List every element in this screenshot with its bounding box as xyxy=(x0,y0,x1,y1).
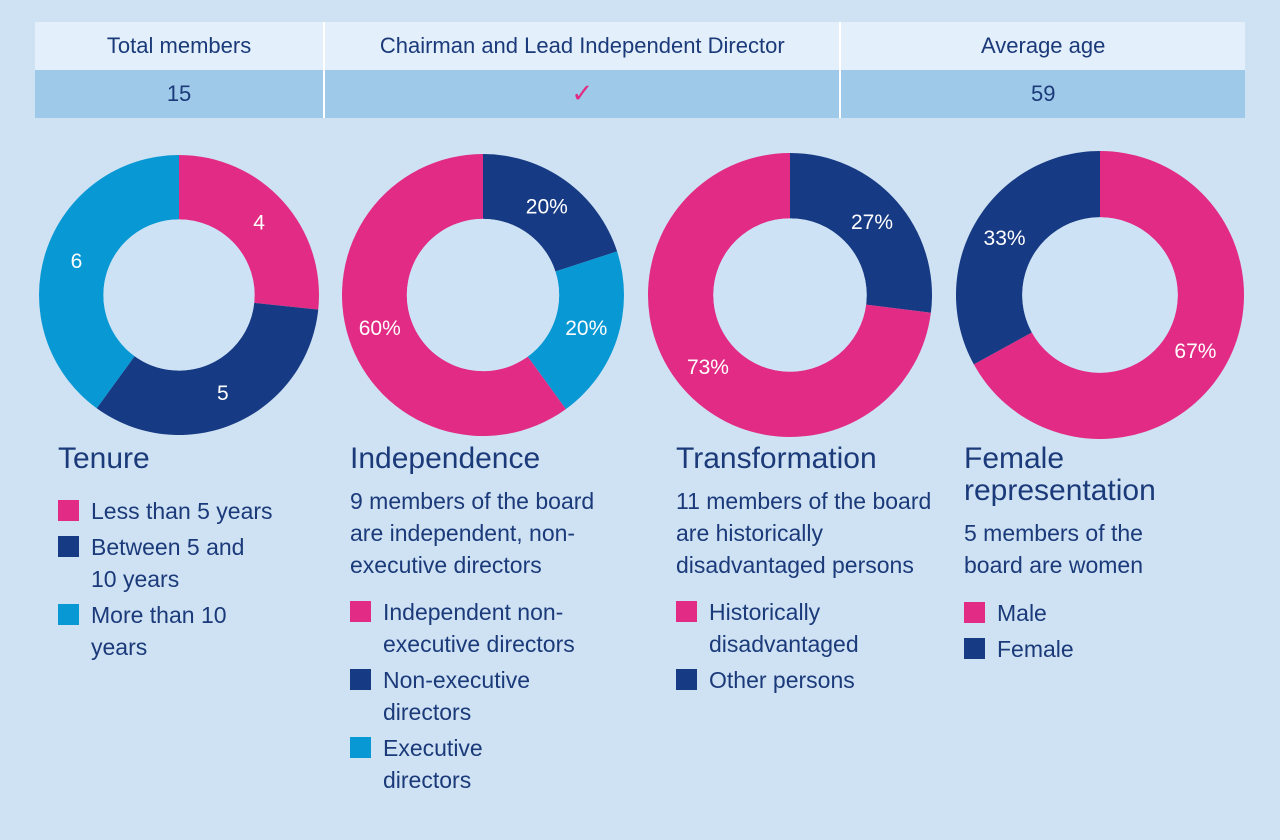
legend-label: Executive directors xyxy=(383,735,483,793)
legend-swatch-pink xyxy=(964,602,985,623)
tenure-title: Tenure xyxy=(58,442,150,475)
total-members-header: Total members xyxy=(35,22,325,70)
independence-panel: Independence 9 members of the board are … xyxy=(350,443,630,800)
summary-header-row: Total members Chairman and Lead Independ… xyxy=(35,22,1245,70)
independence-description: 9 members of the board are independent, … xyxy=(350,488,595,578)
legend-label: Between 5 and 10 years xyxy=(91,534,245,592)
legend-swatch-pink xyxy=(58,500,79,521)
legend-item-between-5-and-10-years: Between 5 and 10 years xyxy=(58,531,271,595)
legend-item-less-than-5-years: Less than 5 years xyxy=(58,495,318,527)
slice-value-label: 27% xyxy=(851,211,893,234)
slice-value-label: 20% xyxy=(526,196,568,219)
transformation-donut-chart: 27% 73% xyxy=(648,153,932,438)
transformation-description: 11 members of the board are historically… xyxy=(676,488,932,578)
legend-swatch-pink xyxy=(676,601,697,622)
check-icon: ✓ xyxy=(571,79,594,109)
legend-item-independent-non-executive: Independent non-executive directors xyxy=(350,596,583,660)
female-representation-description: 5 members of the board are women xyxy=(964,520,1143,578)
donut-hole xyxy=(406,218,560,372)
legend-item-historically-disadvantaged: Historically disadvantaged xyxy=(676,596,909,660)
average-age-header: Average age xyxy=(839,22,1245,70)
donut-hole xyxy=(1022,217,1178,373)
legend-swatch-navy xyxy=(350,669,371,690)
transformation-title: Transformation xyxy=(676,442,877,475)
female-representation-title: Female representation xyxy=(964,442,1156,507)
slice-value-label: 60% xyxy=(359,317,401,340)
chairman-header: Chairman and Lead Independent Director xyxy=(323,22,841,70)
legend-label: Female xyxy=(997,636,1074,662)
independence-title: Independence xyxy=(350,442,541,475)
female-representation-donut-chart: 67% 33% xyxy=(956,151,1244,440)
independence-legend: Independent non-executive directors Non-… xyxy=(350,596,630,796)
slice-value-label: 67% xyxy=(1174,340,1216,363)
donut-slice xyxy=(341,154,566,436)
donut-slice xyxy=(527,251,624,410)
total-members-value: 15 xyxy=(35,70,325,118)
legend-label: Independent non-executive directors xyxy=(383,599,575,657)
donut-slice xyxy=(790,153,932,313)
summary-value-row: 15 ✓ 59 xyxy=(35,70,1245,118)
legend-swatch-navy xyxy=(676,669,697,690)
legend-swatch-pink xyxy=(350,601,371,622)
legend-label: Historically disadvantaged xyxy=(709,599,859,657)
legend-label: Male xyxy=(997,600,1047,626)
slice-value-label: 5 xyxy=(217,382,229,405)
legend-swatch-navy xyxy=(58,536,79,557)
transformation-panel: Transformation 11 members of the board a… xyxy=(676,443,946,700)
donut-slice xyxy=(956,151,1100,365)
donut-slice xyxy=(483,154,618,272)
legend-swatch-navy xyxy=(964,638,985,659)
slice-value-label: 73% xyxy=(687,356,729,379)
female-representation-legend: Male Female xyxy=(964,597,1224,665)
slice-value-label: 20% xyxy=(565,317,607,340)
legend-swatch-blue xyxy=(58,604,79,625)
average-age-value: 59 xyxy=(839,70,1245,118)
legend-item-more-than-10-years: More than 10 years xyxy=(58,599,241,663)
legend-label: Less than 5 years xyxy=(91,498,273,524)
tenure-panel: Tenure Less than 5 years Between 5 and 1… xyxy=(58,443,318,667)
legend-swatch-blue xyxy=(350,737,371,758)
donut-hole xyxy=(103,219,255,371)
independence-donut-chart: 20% 20% 60% xyxy=(341,154,624,436)
transformation-legend: Historically disadvantaged Other persons xyxy=(676,596,946,696)
tenure-donut-chart: 4 5 6 xyxy=(39,155,319,435)
legend-item-other-persons: Other persons xyxy=(676,664,946,696)
legend-label: Other persons xyxy=(709,667,855,693)
legend-item-female: Female xyxy=(964,633,1224,665)
donut-hole xyxy=(713,218,867,372)
slice-value-label: 6 xyxy=(71,250,83,273)
legend-item-non-executive: Non-executive directors xyxy=(350,664,583,728)
legend-label: More than 10 years xyxy=(91,602,227,660)
slice-value-label: 4 xyxy=(253,211,265,234)
slice-value-label: 33% xyxy=(984,227,1026,250)
legend-label: Non-executive directors xyxy=(383,667,531,725)
tenure-legend: Less than 5 years Between 5 and 10 years… xyxy=(58,495,318,663)
donut-slice xyxy=(96,302,319,435)
legend-item-male: Male xyxy=(964,597,1224,629)
donut-slice xyxy=(179,155,319,310)
donut-slice xyxy=(973,151,1244,440)
chairman-value: ✓ xyxy=(323,70,841,118)
female-representation-panel: Female representation 5 members of the b… xyxy=(964,443,1224,669)
donut-slice xyxy=(648,153,931,438)
legend-item-executive: Executive directors xyxy=(350,732,543,796)
board-summary-table: Total members Chairman and Lead Independ… xyxy=(35,22,1245,118)
donut-slice xyxy=(39,155,179,409)
